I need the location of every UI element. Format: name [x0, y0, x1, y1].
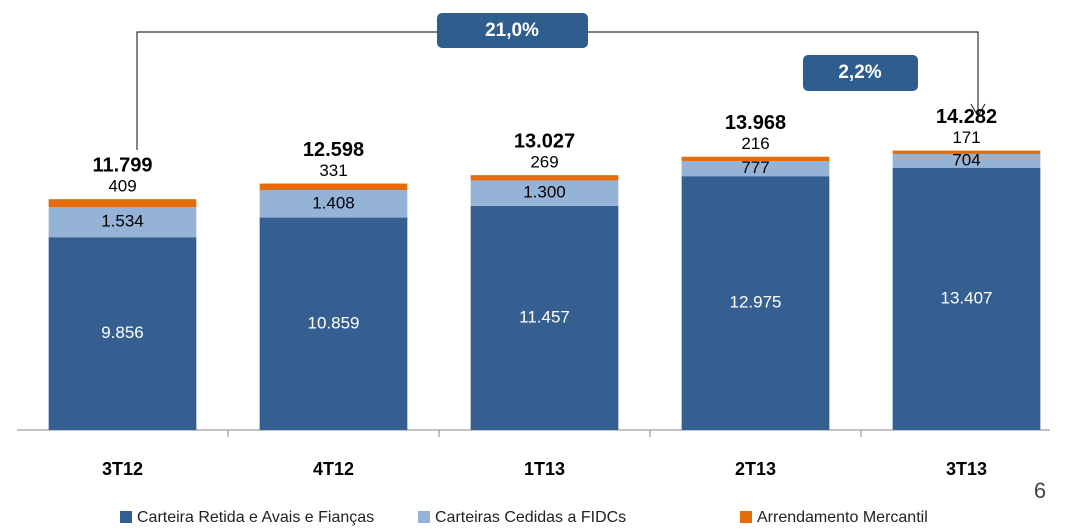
value-label: 331 — [319, 161, 347, 180]
annotation: 2,2% — [838, 62, 881, 83]
x-tick-label: 3T13 — [946, 459, 987, 479]
annotation-box — [437, 13, 588, 48]
legend-swatch — [120, 511, 132, 523]
value-label: 777 — [741, 158, 769, 177]
legend-label: Carteira Retida e Avais e Fianças — [137, 509, 374, 526]
value-label: 216 — [741, 134, 769, 153]
value-label: 704 — [952, 150, 980, 169]
bar-segment — [681, 156, 830, 161]
value-label: 1.300 — [523, 183, 566, 202]
value-label: 10.859 — [308, 313, 360, 332]
legend-label: Carteiras Cedidas a FIDCs — [435, 509, 626, 526]
value-label: 11.457 — [519, 307, 570, 326]
annotation: 21,0% — [485, 20, 539, 41]
bar-segment — [892, 167, 1041, 430]
total-label: 14.282 — [936, 106, 997, 128]
bar-segment — [892, 150, 1041, 154]
total-label: 12.598 — [303, 139, 364, 161]
value-label: 13.407 — [941, 288, 993, 307]
arrow-head — [970, 103, 986, 118]
x-tick-label: 2T13 — [735, 459, 776, 479]
bar-segment — [892, 153, 1041, 168]
page-number: 6 — [1034, 478, 1046, 503]
bar-segment — [470, 180, 619, 206]
bar-segment — [681, 176, 830, 430]
value-label: 171 — [952, 128, 980, 147]
bar-segment — [48, 237, 197, 430]
total-label: 11.799 — [92, 154, 152, 176]
value-label: 1.534 — [101, 212, 144, 231]
bar-segment — [470, 205, 619, 430]
x-tick-label: 4T12 — [313, 459, 354, 479]
value-label: 12.975 — [730, 293, 782, 312]
legend-swatch — [740, 511, 752, 523]
bar-segment — [48, 199, 197, 208]
legend-swatch — [418, 511, 430, 523]
bar-segment — [259, 183, 408, 191]
value-label: 1.408 — [312, 193, 355, 212]
legend-label: Arrendamento Mercantil — [757, 509, 928, 526]
bar-segment — [259, 217, 408, 430]
total-label: 13.968 — [725, 112, 786, 134]
annotation-box — [803, 55, 918, 91]
x-tick-label: 1T13 — [524, 459, 565, 479]
total-label: 13.027 — [514, 130, 575, 152]
value-label: 269 — [530, 153, 558, 172]
bar-segment — [259, 190, 408, 218]
bar-segment — [48, 207, 197, 238]
x-tick-label: 3T12 — [102, 459, 143, 479]
value-label: 409 — [108, 177, 136, 196]
bar-segment — [681, 160, 830, 177]
bar-segment — [470, 175, 619, 181]
value-label: 9.856 — [101, 323, 144, 342]
